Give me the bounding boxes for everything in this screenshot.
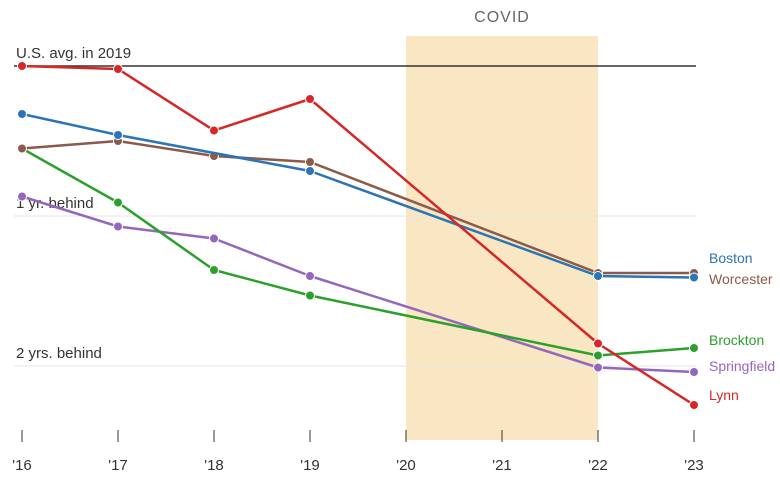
data-point-brockton-2017 [113,197,123,208]
data-point-worcester-2016 [17,143,27,154]
data-point-lynn-2023 [689,400,699,410]
x-tick-label-2019: '19 [300,457,320,474]
x-tick-label-2021: '21 [492,457,512,474]
data-point-brockton-2019 [305,290,315,301]
series-boston [17,109,699,283]
x-tick-label-2018: '18 [204,457,224,474]
reference-label-u-s-avg-in-2019: U.S. avg. in 2019 [16,45,131,62]
series-label-worcester: Worcester [709,271,773,287]
series-line-springfield [21,195,695,374]
x-axis: '16 '17 '18 '19 '20 '21 '22 '23 [12,430,704,474]
data-point-brockton-2023 [689,343,699,353]
covid-band-layer: COVID [406,9,598,440]
data-point-lynn-2018 [209,125,219,136]
data-point-boston-2016 [17,109,27,119]
series-line-lynn [21,64,695,407]
series-label-lynn: Lynn [709,387,739,403]
data-point-lynn-2017 [113,64,123,74]
reference-label-2-yrs-behind: 2 yrs. behind [16,345,102,362]
reference-lines-layer: U.S. avg. in 2019 1 yr. behind 2 yrs. behi… [14,45,696,367]
series-springfield [17,191,699,377]
data-point-springfield-2017 [113,221,123,232]
series-label-brockton: Brockton [709,332,764,348]
data-point-brockton-2022 [593,350,603,361]
data-point-boston-2017 [113,130,123,140]
data-point-boston-2023 [689,272,699,283]
data-point-springfield-2019 [305,271,315,281]
data-point-lynn-2019 [305,94,315,104]
data-point-springfield-2018 [209,233,219,244]
series-labels-layer: Boston Worcester Brockton Springfield Lynn [709,250,775,403]
covid-band-label: COVID [474,9,530,26]
covid-band [406,36,598,440]
data-point-lynn-2022 [593,338,603,349]
data-point-lynn-2016 [17,61,27,71]
data-point-boston-2022 [593,271,603,281]
data-point-worcester-2019 [305,157,315,167]
data-point-springfield-2016 [17,191,27,202]
x-tick-label-2017: '17 [108,457,128,474]
series-label-springfield: Springfield [709,358,775,374]
series-lynn [17,61,699,410]
data-point-brockton-2018 [209,265,219,275]
data-point-boston-2019 [305,166,315,176]
x-tick-label-2023: '23 [684,457,704,474]
x-tick-label-2022: '22 [588,457,608,474]
x-tick-label-2016: '16 [12,457,32,474]
x-tick-label-2020: '20 [396,457,416,474]
series-line-worcester [21,139,694,275]
data-point-springfield-2022 [593,362,603,373]
series-label-boston: Boston [709,250,753,266]
data-point-springfield-2023 [689,367,699,377]
reference-label-1-yr-behind: 1 yr. behind [16,195,94,212]
series-layer [17,61,699,410]
